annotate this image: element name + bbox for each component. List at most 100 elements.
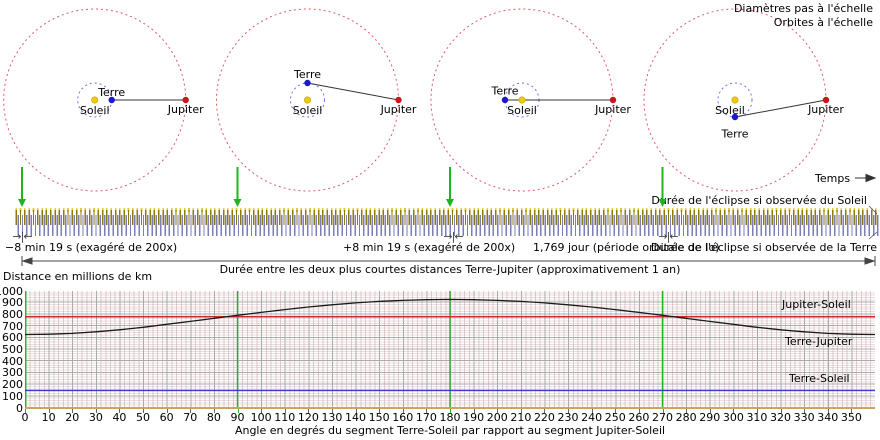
x-tick-label: 190 (463, 411, 485, 424)
x-tick-mark (95, 409, 97, 413)
x-tick-mark (733, 409, 735, 413)
x-tick-label: 20 (65, 411, 80, 424)
x-tick-label: 310 (746, 411, 768, 424)
earth-jupiter-sightline (734, 99, 827, 118)
y-tick-label: 0 (16, 401, 23, 415)
x-tick-mark (308, 409, 310, 413)
x-tick-label: 240 (581, 411, 603, 424)
x-tick-mark (166, 409, 168, 413)
jupiter-label: Jupiter (380, 103, 417, 116)
scale-note-diameters: Diamètres pas à l'échelle (733, 2, 873, 15)
earth-duration-label: Durée de l'éclipse si observée de la Ter… (650, 241, 877, 254)
sun-dot (303, 96, 311, 104)
eclipse-tick-strip (14, 208, 879, 236)
x-tick-label: 320 (770, 411, 792, 424)
jupiter-dot (609, 96, 617, 104)
jupiter-dot (822, 96, 830, 104)
x-tick-mark (780, 409, 782, 413)
earth-dot (501, 96, 509, 104)
sun-dot (518, 96, 526, 104)
x-tick-mark (426, 409, 428, 413)
x-tick-label: 200 (486, 411, 508, 424)
x-tick-label: 0 (21, 411, 29, 424)
x-tick-label: 50 (136, 411, 151, 424)
x-tick-label: 140 (345, 411, 367, 424)
y-tick-label: 300 (2, 366, 23, 380)
y-tick-label: 200 (2, 378, 23, 392)
y-tick-label: 800 (2, 307, 23, 321)
terre-label: Terre (721, 128, 749, 141)
soleil-label: Soleil (507, 104, 537, 117)
earth-dot (108, 96, 115, 104)
x-tick-label: 330 (793, 411, 815, 424)
y-tick-label: 600 (2, 331, 23, 345)
x-tick-label: 10 (41, 411, 56, 424)
x-tick-mark (638, 409, 640, 413)
x-tick-mark (473, 409, 475, 413)
x-tick-label: 280 (675, 411, 697, 424)
y-tick-label: 100 (2, 389, 23, 403)
scale-note-orbits: Orbites à l'échelle (773, 16, 873, 29)
x-axis-line (25, 407, 875, 409)
x-tick-mark (450, 409, 451, 413)
jupiter-dot (395, 96, 402, 104)
sync-arrow-head (233, 199, 242, 207)
x-tick-mark (662, 409, 664, 413)
soleil-label: Soleil (293, 104, 323, 117)
x-tick-label: 170 (415, 411, 437, 424)
earth-dot (731, 113, 739, 121)
y-tick-label: 400 (2, 354, 23, 368)
x-tick-mark (827, 409, 829, 413)
x-tick-mark (709, 409, 711, 413)
time-axis-label: Temps (815, 172, 851, 185)
x-tick-label: 160 (392, 411, 414, 424)
x-tick-mark (213, 409, 215, 413)
x-tick-mark (25, 409, 26, 413)
jupiter-dot (182, 96, 189, 104)
x-tick-mark (686, 409, 688, 413)
x-tick-mark (237, 409, 239, 413)
io-period-marker: →|← (658, 230, 678, 243)
x-tick-mark (756, 409, 758, 413)
x-tick-label: 80 (206, 411, 221, 424)
x-tick-label: 180 (439, 411, 461, 424)
x-tick-mark (851, 409, 853, 413)
minus-offset-label: −8 min 19 s (exagéré de 200x) (5, 241, 178, 254)
x-tick-mark (72, 409, 74, 413)
orbit-diagrams: Terre Soleil Jupiter Terre Soleil Jupiter Terr… (3, 8, 844, 192)
x-tick-label: 40 (112, 411, 127, 424)
series-curve-terre-jupiter (25, 298, 875, 336)
x-tick-label: 70 (183, 411, 198, 424)
sun-dot (91, 96, 99, 104)
jupiter-label: Jupiter (807, 103, 844, 116)
soleil-label: Soleil (715, 104, 745, 117)
series-label-terre-soleil: Terre-Soleil (789, 372, 850, 385)
x-tick-label: 30 (88, 411, 103, 424)
y-tick-labels: 01002003004005006007008009001000 (0, 285, 23, 415)
chart-y-axis-title: Distance en millions de km (3, 270, 153, 283)
x-tick-label: 350 (840, 411, 862, 424)
x-tick-mark (355, 409, 357, 413)
x-tick-mark (591, 409, 593, 413)
io-period-label: 1,769 jour (période orbitale de Io) (533, 241, 720, 254)
y-tick-label: 900 (2, 296, 23, 310)
jupiter-label: Jupiter (594, 103, 631, 116)
x-tick-label: 100 (250, 411, 272, 424)
x-tick-label: 270 (652, 411, 673, 424)
x-tick-mark (544, 409, 546, 413)
plus-offset-label: +8 min 19 s (exagéré de 200x) (343, 241, 516, 254)
x-tick-label: 120 (297, 411, 319, 424)
x-tick-label: 130 (321, 411, 343, 424)
sun-dot (731, 96, 739, 104)
x-tick-mark (190, 409, 192, 413)
x-tick-mark (520, 409, 522, 413)
x-tick-label: 150 (368, 411, 390, 424)
y-tick-label: 1000 (0, 284, 23, 298)
x-tick-label: 290 (699, 411, 721, 424)
x-tick-label: 260 (628, 411, 650, 424)
x-tick-label: 340 (817, 411, 839, 424)
x-tick-mark (284, 409, 286, 413)
x-tick-mark (48, 409, 50, 413)
x-tick-label: 250 (604, 411, 626, 424)
